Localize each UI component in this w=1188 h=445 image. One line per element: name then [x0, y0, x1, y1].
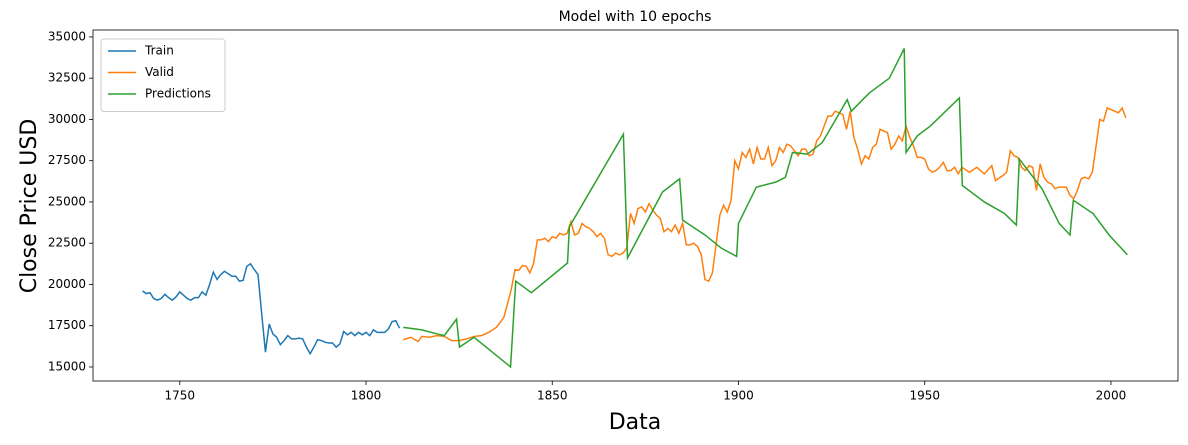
x-tick-label: 1850 [537, 389, 568, 403]
y-tick-label: 35000 [48, 29, 86, 43]
plot-frame [92, 29, 1179, 382]
y-tick-label: 22500 [48, 236, 86, 250]
legend-label: Valid [145, 65, 174, 79]
y-tick-label: 32500 [48, 71, 86, 85]
y-tick-label: 27500 [48, 153, 86, 167]
y-tick-label: 15000 [48, 359, 86, 373]
legend-label: Predictions [145, 87, 211, 101]
x-tick-label: 1750 [165, 389, 196, 403]
x-tick-label: 2000 [1096, 389, 1127, 403]
x-tick-label: 1950 [909, 389, 940, 403]
legend-label: Train [144, 44, 174, 58]
y-tick-label: 25000 [48, 194, 86, 208]
series-line [142, 262, 401, 356]
y-tick-label: 30000 [48, 112, 86, 126]
y-axis-label: Close Price USD [17, 119, 42, 294]
x-tick-label: 1900 [723, 389, 754, 403]
x-tick-label: 1800 [351, 389, 382, 403]
series-line [403, 106, 1127, 343]
x-axis-label: Data [609, 410, 662, 435]
series-line [403, 48, 1128, 369]
y-tick-label: 17500 [48, 318, 86, 332]
y-tick-label: 20000 [48, 277, 86, 291]
chart-title: Model with 10 epochs [559, 9, 712, 25]
